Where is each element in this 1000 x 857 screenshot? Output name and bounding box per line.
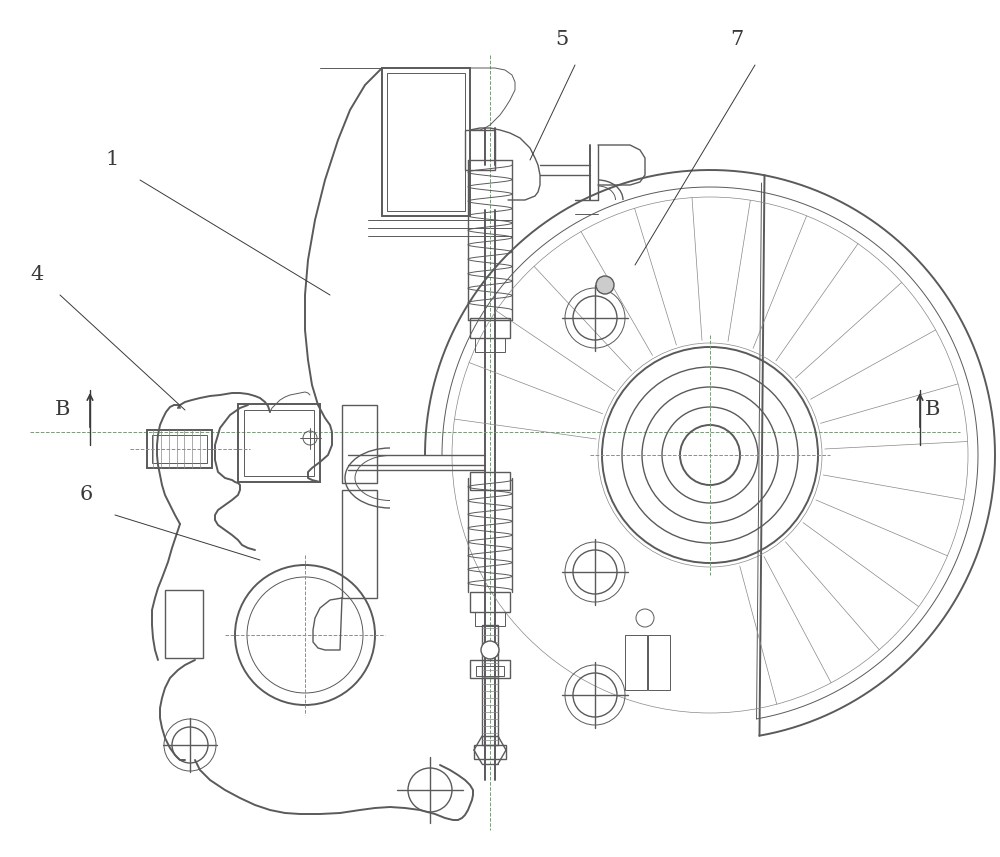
Text: 6: 6 bbox=[80, 485, 93, 504]
Bar bbox=[470, 660, 510, 678]
Bar bbox=[474, 745, 506, 759]
Bar bbox=[470, 592, 510, 612]
Bar bbox=[470, 472, 510, 490]
Text: 7: 7 bbox=[730, 30, 743, 49]
Bar bbox=[342, 490, 377, 598]
Bar bbox=[382, 68, 470, 216]
Bar bbox=[244, 410, 314, 476]
Text: 4: 4 bbox=[30, 265, 43, 284]
Bar bbox=[625, 635, 647, 690]
Text: 1: 1 bbox=[105, 150, 118, 169]
Circle shape bbox=[596, 276, 614, 294]
Bar bbox=[342, 405, 377, 483]
Text: B: B bbox=[925, 400, 940, 419]
Bar bbox=[475, 338, 505, 352]
Bar bbox=[147, 430, 212, 468]
Bar bbox=[152, 435, 207, 463]
Bar bbox=[238, 404, 320, 482]
Bar bbox=[165, 590, 203, 658]
Text: B: B bbox=[55, 400, 70, 419]
Bar bbox=[482, 625, 498, 745]
Bar bbox=[648, 635, 670, 690]
Text: 5: 5 bbox=[555, 30, 568, 49]
Circle shape bbox=[481, 641, 499, 659]
Bar bbox=[465, 130, 495, 170]
Bar bbox=[475, 612, 505, 626]
Bar bbox=[470, 318, 510, 338]
Bar bbox=[476, 666, 504, 676]
Bar bbox=[387, 73, 465, 211]
